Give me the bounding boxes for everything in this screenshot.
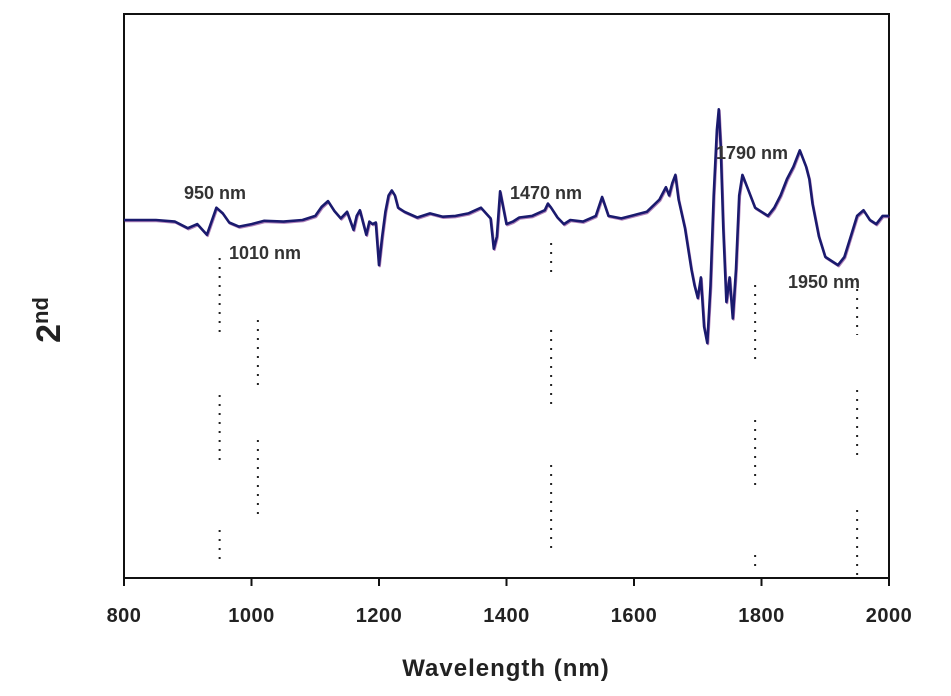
peak-labels: 950 nm 1010 nm 1470 nm 1790 nm 1950 nm (184, 143, 860, 292)
x-tick-label: 1800 (738, 605, 785, 627)
y-axis-title-main: 2 (30, 324, 68, 343)
x-tick-label: 2000 (866, 605, 913, 627)
peak-label: 1470 nm (510, 183, 582, 203)
x-tick-label: 800 (107, 605, 142, 627)
plot-area (123, 13, 890, 579)
x-axis-ticks: 800 1000 1200 1400 1600 1800 2000 (107, 578, 913, 627)
peak-label: 1950 nm (788, 272, 860, 292)
y-axis-title: 2nd (28, 297, 68, 343)
spectrum-line (124, 108, 889, 345)
peak-label: 1010 nm (229, 243, 301, 263)
y-axis-title-superscript: nd (28, 297, 53, 324)
peak-marker-lines (218, 243, 859, 575)
x-tick-label: 1200 (356, 605, 403, 627)
x-tick-label: 1600 (611, 605, 658, 627)
x-axis-title: Wavelength (nm) (402, 655, 609, 682)
x-tick-label: 1400 (483, 605, 530, 627)
x-tick-label: 1000 (228, 605, 275, 627)
peak-label: 1790 nm (716, 143, 788, 163)
peak-label: 950 nm (184, 183, 246, 203)
